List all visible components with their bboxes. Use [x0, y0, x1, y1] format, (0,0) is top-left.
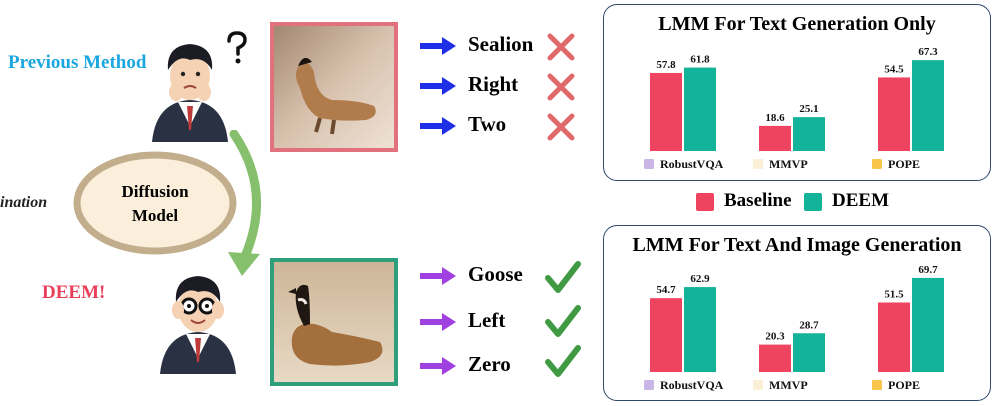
input-image-bottom [270, 258, 398, 386]
bar-chart-text-and-image: 54.7 62.9 RobustVQA 20.3 28.7 MMVP 51.5 69.7 POP… [644, 264, 944, 392]
happy-person-icon [160, 276, 236, 374]
data-label: 18.6 [765, 112, 785, 124]
bar-deem-mmvp [793, 333, 825, 372]
chart-title: LMM For Text Generation Only [658, 13, 936, 35]
category-label: MMVP [769, 157, 808, 171]
check-icon [545, 345, 581, 377]
series-legend: Baseline DEEM [696, 190, 926, 214]
bar-deem-robustvqa [684, 287, 716, 372]
answer-list-previous: Sealion Right Two [418, 30, 588, 146]
category-label: POPE [888, 157, 920, 171]
bar-deem-mmvp [793, 117, 825, 151]
legend-label-baseline: Baseline [724, 190, 792, 211]
cross-icon [547, 113, 575, 141]
check-icon [545, 261, 581, 293]
bar-baseline-robustvqa [650, 298, 682, 372]
question-mark-icon [227, 31, 247, 64]
chart-panel-text-and-image: LMM For Text And Image Generation 54.7 62… [603, 225, 991, 401]
bar-chart-text-only: 57.8 61.8 RobustVQA 18.6 25.1 MMVP 54.5 67.3 POP… [644, 46, 944, 171]
legend-swatch-deem [804, 193, 822, 211]
diffusion-model-label: Diffusion Model [100, 180, 210, 228]
chart-title: LMM For Text And Image Generation [632, 234, 962, 256]
data-label: 69.7 [918, 264, 938, 276]
confused-person-icon [152, 44, 228, 142]
category-label: RobustVQA [660, 157, 724, 171]
answer-two: Two [468, 112, 507, 136]
data-label: 62.9 [690, 273, 710, 285]
bar-baseline-pope [878, 77, 910, 151]
bar-baseline-robustvqa [650, 72, 682, 151]
answer-list-deem: Goose Left Zero [418, 260, 593, 384]
right-arrow-icon [420, 77, 456, 95]
category-label: MMVP [769, 378, 808, 392]
cross-icon [547, 73, 575, 101]
diffusion-model-oval [73, 151, 237, 255]
data-label: 61.8 [690, 54, 710, 66]
right-arrow-icon [420, 357, 456, 375]
bar-baseline-mmvp [759, 125, 791, 151]
answer-sealion: Sealion [468, 32, 534, 56]
category-swatch-mmvp [753, 159, 763, 169]
data-label: 25.1 [799, 103, 818, 115]
right-arrow-icon [420, 37, 456, 55]
bar-baseline-pope [878, 302, 910, 372]
right-arrow-icon [420, 313, 456, 331]
data-label: 54.5 [884, 63, 904, 75]
chart-panel-text-only: LMM For Text Generation Only 57.8 61.8 Rob… [603, 4, 991, 181]
answer-goose: Goose [468, 262, 523, 286]
check-icon [545, 305, 581, 337]
category-swatch-pope [872, 159, 882, 169]
category-label: RobustVQA [660, 378, 724, 392]
data-label: 54.7 [656, 284, 676, 296]
legend-label-deem: DEEM [832, 190, 889, 211]
right-arrow-icon [420, 117, 456, 135]
answer-zero: Zero [468, 352, 511, 376]
bar-deem-pope [912, 277, 944, 372]
data-label: 20.3 [765, 331, 785, 343]
data-label: 57.8 [656, 59, 676, 71]
right-arrow-icon [420, 267, 456, 285]
curved-arrow-icon [228, 130, 262, 276]
bar-deem-pope [912, 60, 944, 151]
data-label: 28.7 [799, 319, 819, 331]
bar-deem-robustvqa [684, 67, 716, 151]
data-label: 67.3 [918, 46, 938, 58]
diffusion-line2: Model [131, 206, 179, 225]
category-swatch-mmvp [753, 380, 763, 390]
data-label: 51.5 [884, 288, 904, 300]
previous-method-label: Previous Method [8, 52, 147, 73]
cross-icon [547, 33, 575, 61]
category-swatch-pope [872, 380, 882, 390]
deem-label: DEEM! [42, 282, 106, 303]
answer-left: Left [468, 308, 506, 332]
category-swatch-robustvqa [644, 159, 654, 169]
diffusion-line1: Diffusion [121, 182, 189, 201]
category-label: POPE [888, 378, 920, 392]
bar-baseline-mmvp [759, 344, 791, 372]
input-image-top [270, 22, 398, 152]
hallucination-fragment: ination [0, 194, 48, 211]
answer-right: Right [468, 72, 519, 96]
category-swatch-robustvqa [644, 380, 654, 390]
legend-swatch-baseline [696, 193, 714, 211]
